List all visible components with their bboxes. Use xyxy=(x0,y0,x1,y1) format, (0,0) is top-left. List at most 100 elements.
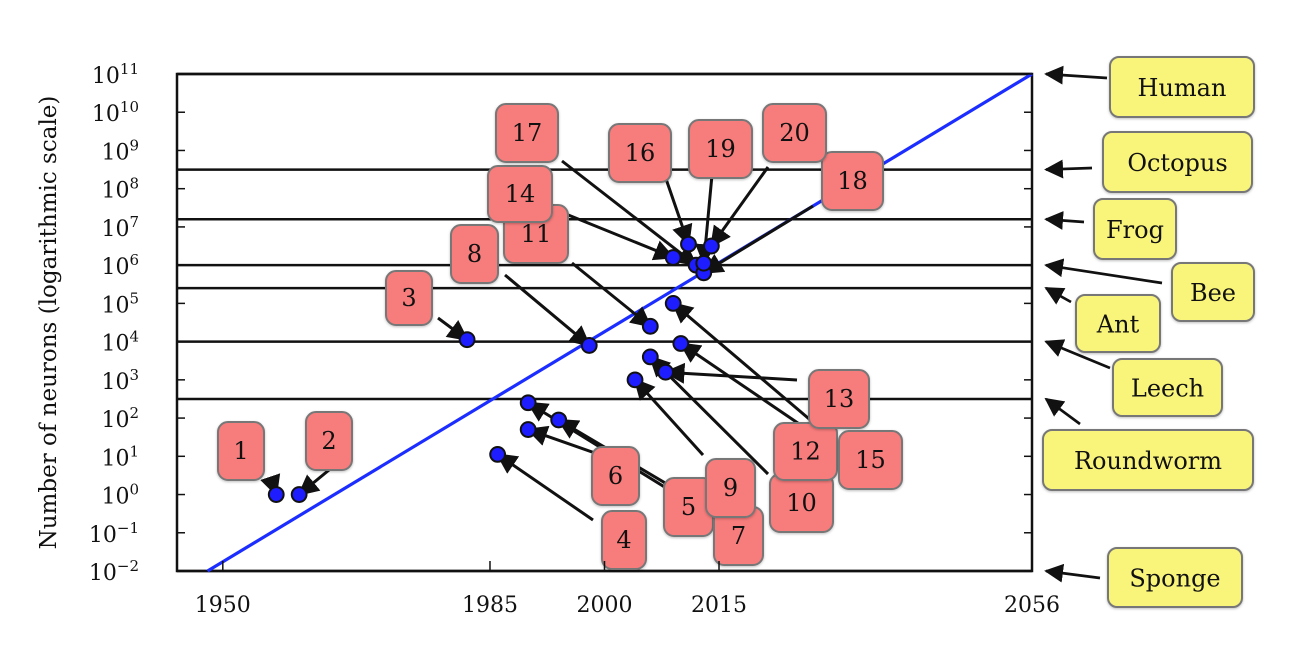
reference-label-roundworm: Roundworm xyxy=(1042,429,1254,491)
reference-label-box-octopus xyxy=(1102,131,1253,193)
label-number-6: 6 xyxy=(608,462,623,490)
label-number-19: 19 xyxy=(705,135,736,163)
reference-arrow-frog xyxy=(1044,211,1085,230)
y-tick-label-2: 102 xyxy=(101,404,139,433)
label-number-8: 8 xyxy=(467,240,482,268)
label-box-12: 12 xyxy=(773,422,838,481)
data-point-4 xyxy=(489,445,507,463)
reference-label-text-ant: Ant xyxy=(1096,311,1140,339)
label-number-5: 5 xyxy=(681,493,696,521)
x-tick-label-2000: 2000 xyxy=(577,593,633,618)
label-number-17: 17 xyxy=(512,119,543,147)
label-box-6: 6 xyxy=(591,446,640,506)
label-box-17: 17 xyxy=(495,103,559,163)
arrow-4 xyxy=(495,453,594,522)
x-tick-label-2015: 2015 xyxy=(691,593,747,618)
x-tick-label-1985: 1985 xyxy=(462,593,518,618)
y-tick-label-6: 106 xyxy=(101,251,139,280)
data-point-2 xyxy=(290,486,308,503)
data-point-9 xyxy=(626,371,644,389)
y-tick-label-1: 101 xyxy=(101,442,139,471)
arrow-8 xyxy=(504,273,591,347)
label-number-16: 16 xyxy=(625,139,656,167)
label-box-bg-4 xyxy=(601,510,647,570)
data-point-12 xyxy=(657,363,674,381)
reference-arrow-roundworm xyxy=(1044,397,1081,426)
reference-label-box-sponge xyxy=(1107,547,1243,608)
data-point-8 xyxy=(580,337,598,354)
y-tick-label-4: 104 xyxy=(101,328,139,357)
label-number-20: 20 xyxy=(779,119,810,147)
label-box-bg-9 xyxy=(705,458,756,518)
arrow-14 xyxy=(550,206,676,261)
reference-label-text-sponge: Sponge xyxy=(1129,565,1220,593)
label-box-15: 15 xyxy=(838,430,903,490)
reference-label-box-ant xyxy=(1075,294,1161,353)
label-box-7: 7 xyxy=(713,506,764,566)
label-box-bg-20 xyxy=(762,103,827,163)
data-point-14 xyxy=(664,249,682,266)
reference-label-box-leech xyxy=(1112,358,1223,417)
reference-label-ant: Ant xyxy=(1075,294,1161,353)
label-box-bg-18 xyxy=(821,151,884,211)
reference-label-text-leech: Leech xyxy=(1131,375,1204,403)
reference-label-text-octopus: Octopus xyxy=(1127,149,1227,177)
data-point-3 xyxy=(458,331,476,349)
data-point-5 xyxy=(550,411,568,429)
label-box-19: 19 xyxy=(688,119,753,179)
label-box-bg-2 xyxy=(305,411,353,471)
label-box-14: 14 xyxy=(487,165,553,223)
data-point-11 xyxy=(641,317,659,335)
reference-arrow-ant xyxy=(1044,286,1072,305)
label-box-13: 13 xyxy=(808,369,870,429)
reference-label-box-bee xyxy=(1171,262,1255,322)
reference-arrow-sponge xyxy=(1044,563,1101,583)
label-box-4: 4 xyxy=(601,510,647,570)
x-tick-label-1950: 1950 xyxy=(195,593,251,618)
y-axis-label: Number of neurons (logarithmic scale) xyxy=(36,96,62,550)
label-box-3: 3 xyxy=(385,270,433,326)
label-number-14: 14 xyxy=(505,180,536,208)
y-tick-label-9: 109 xyxy=(101,136,139,165)
label-box-2: 2 xyxy=(305,411,353,471)
label-number-3: 3 xyxy=(401,284,416,312)
y-tick-label-0: 100 xyxy=(101,481,139,510)
x-tick-label-2056: 2056 xyxy=(1004,593,1060,618)
label-box-bg-1 xyxy=(217,421,265,481)
arrow-13 xyxy=(671,302,829,437)
label-box-bg-3 xyxy=(385,270,433,326)
label-box-bg-14 xyxy=(487,165,553,223)
label-number-2: 2 xyxy=(321,427,336,455)
label-box-bg-17 xyxy=(495,103,559,163)
reference-label-text-human: Human xyxy=(1138,74,1227,102)
label-box-bg-8 xyxy=(450,224,499,284)
reference-label-frog: Frog xyxy=(1093,198,1177,260)
label-box-1: 1 xyxy=(217,421,265,481)
label-box-9: 9 xyxy=(705,458,756,518)
label-number-12: 12 xyxy=(790,438,821,466)
label-number-7: 7 xyxy=(731,522,746,550)
reference-label-text-frog: Frog xyxy=(1106,216,1164,244)
trend-line xyxy=(206,72,1033,573)
trend-line-layer xyxy=(206,72,1033,573)
y-tick-label--1: 10−1 xyxy=(89,519,139,548)
reference-label-box-human xyxy=(1109,56,1255,118)
y-tick-label-7: 107 xyxy=(101,213,139,242)
reference-label-bee: Bee xyxy=(1171,262,1255,322)
label-number-4: 4 xyxy=(616,526,631,554)
arrow-16 xyxy=(662,172,693,247)
arrow-17 xyxy=(561,159,698,267)
label-number-10: 10 xyxy=(786,489,817,517)
label-box-bg-13 xyxy=(808,369,870,429)
label-box-8: 8 xyxy=(450,224,499,284)
reference-label-box-roundworm xyxy=(1042,429,1254,491)
reference-arrow-human xyxy=(1044,65,1108,85)
label-box-bg-16 xyxy=(608,123,672,183)
label-box-20: 20 xyxy=(762,103,827,163)
label-box-5: 5 xyxy=(663,477,714,537)
reference-label-leech: Leech xyxy=(1112,358,1223,417)
y-tick-label--2: 10−2 xyxy=(89,557,139,586)
reference-label-octopus: Octopus xyxy=(1102,131,1253,193)
